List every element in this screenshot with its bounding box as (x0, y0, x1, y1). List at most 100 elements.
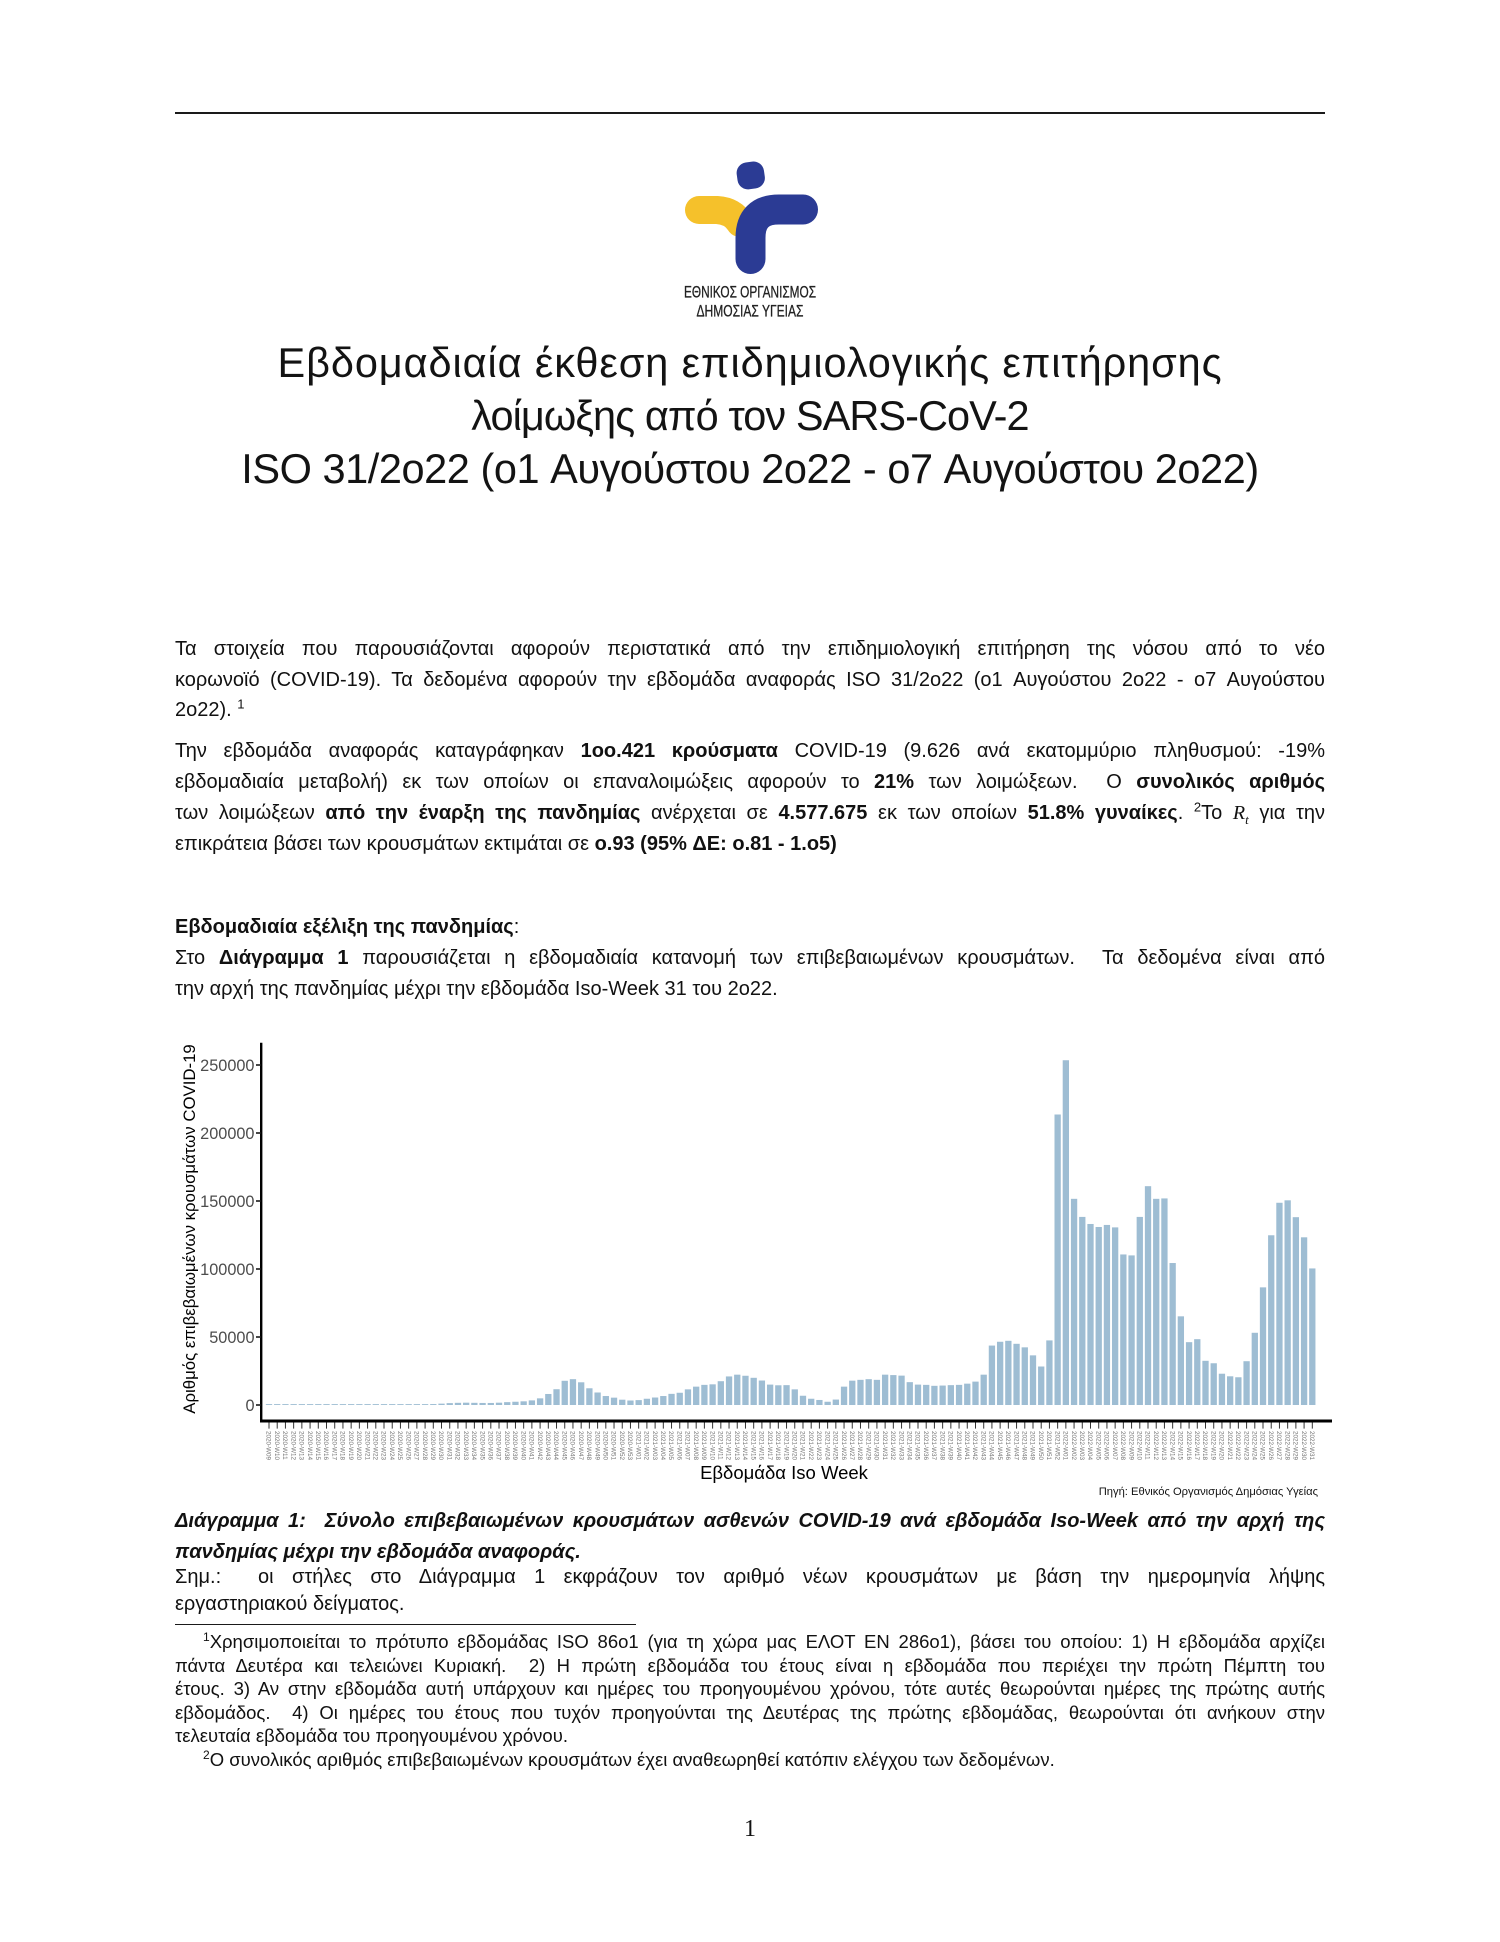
svg-text:2021-W42: 2021-W42 (971, 1431, 978, 1461)
svg-text:2021-W02: 2021-W02 (643, 1431, 650, 1461)
svg-text:2021-W50: 2021-W50 (1037, 1431, 1044, 1461)
svg-text:2021-W49: 2021-W49 (1029, 1431, 1036, 1461)
svg-text:2021-W28: 2021-W28 (856, 1431, 863, 1461)
svg-text:2021-W14: 2021-W14 (741, 1431, 748, 1461)
svg-text:2022-W09: 2022-W09 (1127, 1431, 1134, 1461)
svg-text:2020-W44: 2020-W44 (552, 1431, 559, 1461)
svg-text:2022-W28: 2022-W28 (1283, 1431, 1290, 1461)
svg-text:2022-W30: 2022-W30 (1300, 1431, 1307, 1461)
svg-text:2021-W10: 2021-W10 (708, 1431, 715, 1461)
svg-text:2021-W05: 2021-W05 (667, 1431, 674, 1461)
svg-text:2022-W21: 2022-W21 (1226, 1431, 1233, 1461)
svg-text:2021-W47: 2021-W47 (1012, 1431, 1019, 1461)
svg-text:2021-W43: 2021-W43 (979, 1431, 986, 1461)
svg-text:2020-W22: 2020-W22 (372, 1431, 379, 1461)
svg-text:2021-W03: 2021-W03 (651, 1431, 658, 1461)
svg-text:2021-W40: 2021-W40 (955, 1431, 962, 1461)
svg-text:2021-W39: 2021-W39 (947, 1431, 954, 1461)
svg-text:2022-W12: 2022-W12 (1152, 1431, 1159, 1461)
svg-text:2020-W14: 2020-W14 (306, 1431, 313, 1461)
svg-text:2021-W36: 2021-W36 (922, 1431, 929, 1461)
svg-text:2020-W48: 2020-W48 (585, 1431, 592, 1461)
svg-text:2021-W27: 2021-W27 (848, 1431, 855, 1461)
svg-text:2020-W19: 2020-W19 (347, 1431, 354, 1461)
svg-text:2021-W11: 2021-W11 (717, 1431, 724, 1460)
svg-text:2020-W29: 2020-W29 (429, 1431, 436, 1461)
svg-text:2020-W13: 2020-W13 (298, 1431, 305, 1461)
svg-text:2020-W49: 2020-W49 (593, 1431, 600, 1461)
svg-text:2020-W24: 2020-W24 (388, 1431, 395, 1461)
svg-text:2020-W46: 2020-W46 (569, 1431, 576, 1461)
svg-text:2021-W12: 2021-W12 (725, 1431, 732, 1461)
svg-text:2021-W51: 2021-W51 (1045, 1431, 1052, 1461)
svg-text:2021-W38: 2021-W38 (938, 1431, 945, 1461)
svg-text:2021-W29: 2021-W29 (864, 1431, 871, 1461)
svg-text:2020-W43: 2020-W43 (544, 1431, 551, 1461)
svg-text:2021-W06: 2021-W06 (675, 1431, 682, 1461)
svg-text:2020-W26: 2020-W26 (404, 1431, 411, 1461)
svg-text:2021-W09: 2021-W09 (700, 1431, 707, 1461)
svg-text:2022-W11: 2022-W11 (1144, 1431, 1151, 1460)
svg-text:2021-W45: 2021-W45 (996, 1431, 1003, 1461)
svg-text:2021-W16: 2021-W16 (758, 1431, 765, 1461)
svg-text:2022-W06: 2022-W06 (1103, 1431, 1110, 1461)
svg-text:ΕΘΝΙΚΟΣ ΟΡΓΑΝΙΣΜΟΣ: ΕΘΝΙΚΟΣ ΟΡΓΑΝΙΣΜΟΣ (684, 284, 816, 302)
svg-text:2020-W47: 2020-W47 (577, 1431, 584, 1461)
svg-text:2022-W23: 2022-W23 (1242, 1431, 1249, 1461)
svg-text:2021-W20: 2021-W20 (790, 1431, 797, 1461)
svg-text:2020-W36: 2020-W36 (487, 1431, 494, 1461)
svg-text:250000: 250000 (200, 1057, 254, 1075)
svg-text:2021-W21: 2021-W21 (799, 1431, 806, 1461)
svg-text:2022-W31: 2022-W31 (1308, 1431, 1315, 1461)
svg-text:2021-W24: 2021-W24 (823, 1431, 830, 1461)
svg-text:2020-W45: 2020-W45 (560, 1431, 567, 1461)
svg-text:2020-W35: 2020-W35 (478, 1431, 485, 1461)
svg-text:2022-W25: 2022-W25 (1259, 1431, 1266, 1461)
svg-text:2021-W08: 2021-W08 (692, 1431, 699, 1461)
svg-text:2021-W33: 2021-W33 (897, 1431, 904, 1461)
svg-text:Εβδομάδα Iso Week: Εβδομάδα Iso Week (700, 1462, 869, 1483)
svg-text:2022-W07: 2022-W07 (1111, 1431, 1118, 1461)
svg-text:2020-W32: 2020-W32 (454, 1431, 461, 1461)
svg-text:2022-W01: 2022-W01 (1062, 1431, 1069, 1461)
svg-text:2020-W11: 2020-W11 (281, 1431, 288, 1460)
svg-text:2020-W34: 2020-W34 (470, 1431, 477, 1461)
svg-text:2022-W14: 2022-W14 (1168, 1431, 1175, 1461)
svg-text:2020-W40: 2020-W40 (519, 1431, 526, 1461)
svg-text:2020-W50: 2020-W50 (602, 1431, 609, 1461)
svg-text:2021-W19: 2021-W19 (782, 1431, 789, 1461)
svg-text:2021-W41: 2021-W41 (963, 1431, 970, 1461)
svg-text:2020-W09: 2020-W09 (265, 1431, 272, 1461)
svg-text:2021-W18: 2021-W18 (774, 1431, 781, 1461)
svg-text:2020-W15: 2020-W15 (314, 1431, 321, 1461)
svg-text:2022-W04: 2022-W04 (1086, 1431, 1093, 1461)
svg-text:2022-W22: 2022-W22 (1234, 1431, 1241, 1461)
svg-text:150000: 150000 (200, 1193, 254, 1211)
svg-text:2021-W26: 2021-W26 (840, 1431, 847, 1461)
svg-text:0: 0 (245, 1397, 254, 1415)
svg-text:2021-W17: 2021-W17 (766, 1431, 773, 1461)
svg-text:2022-W18: 2022-W18 (1201, 1431, 1208, 1461)
svg-text:2020-W38: 2020-W38 (503, 1431, 510, 1461)
svg-text:2021-W32: 2021-W32 (889, 1431, 896, 1461)
svg-text:2022-W26: 2022-W26 (1267, 1431, 1274, 1461)
svg-text:2020-W16: 2020-W16 (322, 1431, 329, 1461)
svg-text:2022-W13: 2022-W13 (1160, 1431, 1167, 1461)
svg-text:100000: 100000 (200, 1261, 254, 1279)
svg-text:2021-W07: 2021-W07 (684, 1431, 691, 1461)
svg-text:2021-W25: 2021-W25 (832, 1431, 839, 1461)
svg-text:2022-W20: 2022-W20 (1218, 1431, 1225, 1461)
svg-text:2020-W25: 2020-W25 (396, 1431, 403, 1461)
svg-text:Αριθμός επιβεβαιωμένων κρουσμά: Αριθμός επιβεβαιωμένων κρουσμάτων COVID-… (180, 1044, 199, 1413)
svg-text:2022-W15: 2022-W15 (1177, 1431, 1184, 1461)
svg-text:2021-W01: 2021-W01 (634, 1431, 641, 1461)
svg-text:2020-W20: 2020-W20 (355, 1431, 362, 1461)
svg-text:200000: 200000 (200, 1125, 254, 1143)
svg-text:2022-W19: 2022-W19 (1209, 1431, 1216, 1461)
svg-text:2020-W42: 2020-W42 (536, 1431, 543, 1461)
svg-text:2020-W31: 2020-W31 (445, 1431, 452, 1461)
svg-text:2022-W29: 2022-W29 (1292, 1431, 1299, 1461)
svg-text:2022-W03: 2022-W03 (1078, 1431, 1085, 1461)
svg-text:ΔΗΜΟΣΙΑΣ ΥΓΕΙΑΣ: ΔΗΜΟΣΙΑΣ ΥΓΕΙΑΣ (697, 303, 804, 321)
svg-text:2021-W30: 2021-W30 (873, 1431, 880, 1461)
